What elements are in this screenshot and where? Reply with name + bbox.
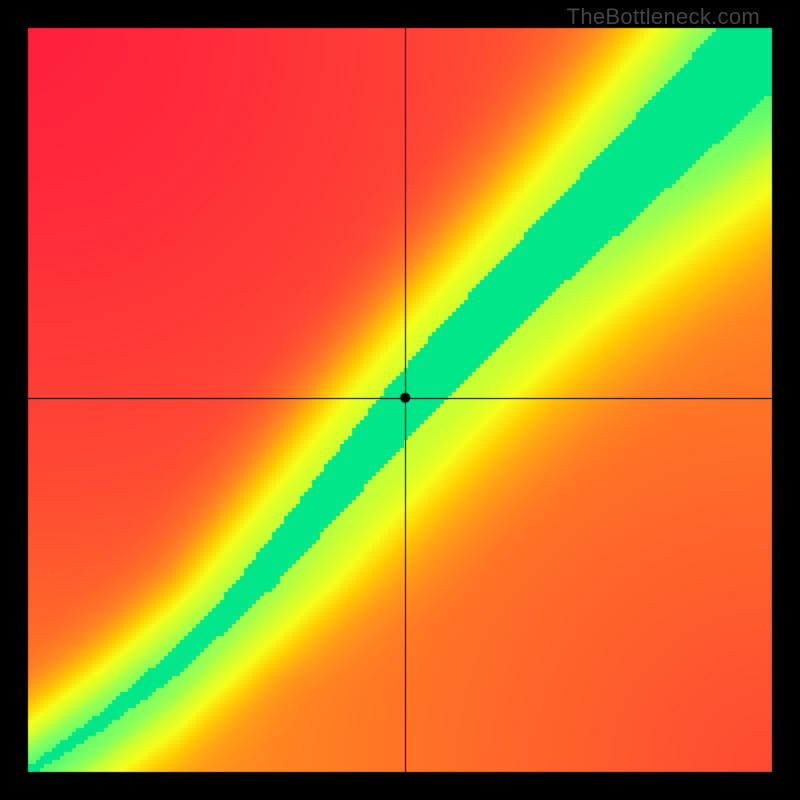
chart-frame: TheBottleneck.com (0, 0, 800, 800)
bottleneck-heatmap (0, 0, 800, 800)
watermark-text: TheBottleneck.com (567, 4, 760, 30)
